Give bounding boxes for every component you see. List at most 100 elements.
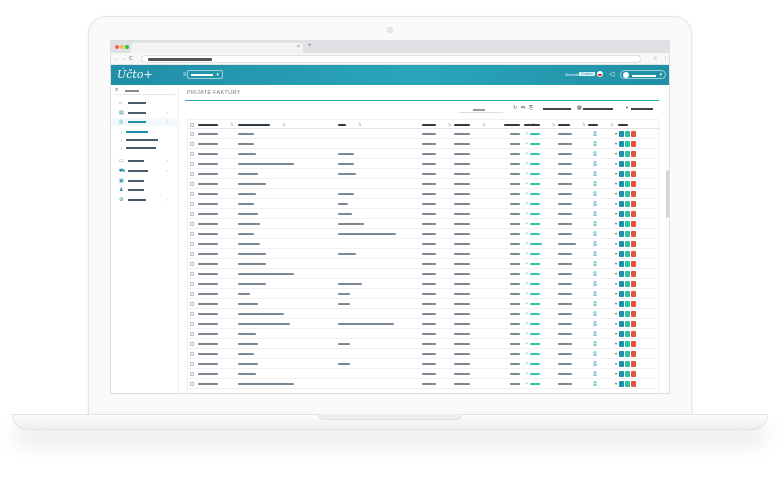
column-header[interactable]: [422, 123, 436, 127]
row-checkbox[interactable]: [190, 242, 194, 246]
row-checkbox[interactable]: [190, 332, 194, 336]
view-icon[interactable]: [619, 280, 624, 287]
table-row[interactable]: ✓ ⎙ ▾: [188, 199, 660, 209]
language-slovak[interactable]: Slovenčina: [565, 73, 583, 77]
delete-icon[interactable]: [631, 380, 636, 387]
chevron-down-icon[interactable]: ▾: [615, 201, 618, 206]
view-icon[interactable]: [619, 190, 624, 197]
sidebar-item[interactable]: ▤ ›: [111, 109, 179, 117]
delete-icon[interactable]: [631, 290, 636, 297]
table-row[interactable]: ✓ ⎙ ▾: [188, 329, 660, 339]
document-icon[interactable]: ⎙: [593, 251, 598, 257]
edit-icon[interactable]: [625, 130, 630, 137]
edit-icon[interactable]: [625, 190, 630, 197]
edit-icon[interactable]: [625, 140, 630, 147]
chevron-down-icon[interactable]: ▾: [615, 341, 618, 346]
delete-icon[interactable]: [631, 320, 636, 327]
edit-icon[interactable]: [625, 220, 630, 227]
refresh-icon[interactable]: ↻: [513, 105, 518, 111]
view-icon[interactable]: [619, 250, 624, 257]
edit-icon[interactable]: [625, 160, 630, 167]
table-row[interactable]: ✓ ⎙ ▾: [188, 219, 660, 229]
view-icon[interactable]: [619, 300, 624, 307]
row-checkbox[interactable]: [190, 132, 194, 136]
edit-icon[interactable]: [625, 300, 630, 307]
chevron-down-icon[interactable]: ▾: [615, 141, 618, 146]
edit-icon[interactable]: [625, 340, 630, 347]
chevron-down-icon[interactable]: ▾: [615, 371, 618, 376]
document-icon[interactable]: ⎙: [593, 181, 598, 187]
document-icon[interactable]: ⎙: [593, 211, 598, 217]
row-checkbox[interactable]: [190, 312, 194, 316]
table-row[interactable]: ✓ ⎙ ▾: [188, 359, 660, 369]
table-row[interactable]: ✓ ⎙ ▾: [188, 339, 660, 349]
view-icon[interactable]: [619, 130, 624, 137]
column-header[interactable]: [618, 123, 628, 127]
row-checkbox[interactable]: [190, 342, 194, 346]
row-checkbox[interactable]: [190, 302, 194, 306]
document-icon[interactable]: ⎙: [593, 231, 598, 237]
document-icon[interactable]: ⎙: [593, 221, 598, 227]
row-checkbox[interactable]: [190, 272, 194, 276]
document-icon[interactable]: ⎙: [593, 191, 598, 197]
document-icon[interactable]: ⎙: [593, 171, 598, 177]
view-icon[interactable]: [619, 270, 624, 277]
view-icon[interactable]: [619, 380, 624, 387]
chevron-down-icon[interactable]: ▾: [615, 381, 618, 386]
sidebar-subitem[interactable]: •: [111, 136, 179, 143]
document-icon[interactable]: ⎙: [593, 291, 598, 297]
chevron-down-icon[interactable]: ▾: [615, 151, 618, 156]
edit-icon[interactable]: [625, 250, 630, 257]
delete-icon[interactable]: [631, 180, 636, 187]
chevron-down-icon[interactable]: ▾: [615, 291, 618, 296]
close-tab-icon[interactable]: ×: [297, 44, 300, 50]
delete-icon[interactable]: [631, 190, 636, 197]
row-checkbox[interactable]: [190, 212, 194, 216]
table-row[interactable]: ✓ ⎙ ▾: [188, 369, 660, 379]
delete-icon[interactable]: [631, 130, 636, 137]
edit-icon[interactable]: [625, 330, 630, 337]
column-header[interactable]: [198, 123, 218, 127]
date-range-select[interactable]: [583, 108, 613, 110]
user-menu[interactable]: ▾: [620, 70, 666, 79]
document-icon[interactable]: ⎙: [593, 131, 598, 137]
sort-icon[interactable]: ⇅: [358, 122, 362, 127]
sidebar-search[interactable]: ⌕: [115, 87, 175, 95]
document-icon[interactable]: ⎙: [593, 271, 598, 277]
row-checkbox[interactable]: [190, 352, 194, 356]
sidebar-item[interactable]: ◎ ›: [111, 118, 179, 126]
document-icon[interactable]: ⎙: [593, 351, 598, 357]
company-select[interactable]: ▾: [187, 70, 223, 79]
view-icon[interactable]: [619, 290, 624, 297]
sidebar-item[interactable]: ♟: [111, 186, 179, 194]
document-icon[interactable]: ⎙: [593, 341, 598, 347]
row-checkbox[interactable]: [190, 162, 194, 166]
chevron-down-icon[interactable]: ▾: [615, 211, 618, 216]
row-checkbox[interactable]: [190, 362, 194, 366]
language-czech[interactable]: Čeština: [579, 72, 595, 76]
chevron-down-icon[interactable]: ▾: [615, 221, 618, 226]
browser-menu-icon[interactable]: ⋮: [663, 56, 668, 62]
delete-icon[interactable]: [631, 140, 636, 147]
document-icon[interactable]: ⎙: [593, 371, 598, 377]
view-icon[interactable]: [619, 330, 624, 337]
delete-icon[interactable]: [631, 310, 636, 317]
delete-icon[interactable]: [631, 300, 636, 307]
chevron-down-icon[interactable]: ▾: [615, 191, 618, 196]
edit-icon[interactable]: [625, 210, 630, 217]
table-row[interactable]: ✓ ⎙ ▾: [188, 229, 660, 239]
delete-icon[interactable]: [631, 280, 636, 287]
view-icon[interactable]: [619, 230, 624, 237]
chevron-down-icon[interactable]: ▾: [615, 161, 618, 166]
view-icon[interactable]: [619, 350, 624, 357]
chevron-down-icon[interactable]: ▾: [615, 331, 618, 336]
view-icon[interactable]: [619, 140, 624, 147]
delete-icon[interactable]: [631, 260, 636, 267]
chevron-down-icon[interactable]: ▾: [615, 351, 618, 356]
document-icon[interactable]: ⎙: [593, 301, 598, 307]
chevron-down-icon[interactable]: ▾: [615, 271, 618, 276]
sort-icon[interactable]: ⇅: [448, 122, 452, 127]
view-icon[interactable]: [619, 180, 624, 187]
chevron-down-icon[interactable]: ▾: [615, 241, 618, 246]
delete-icon[interactable]: [631, 160, 636, 167]
